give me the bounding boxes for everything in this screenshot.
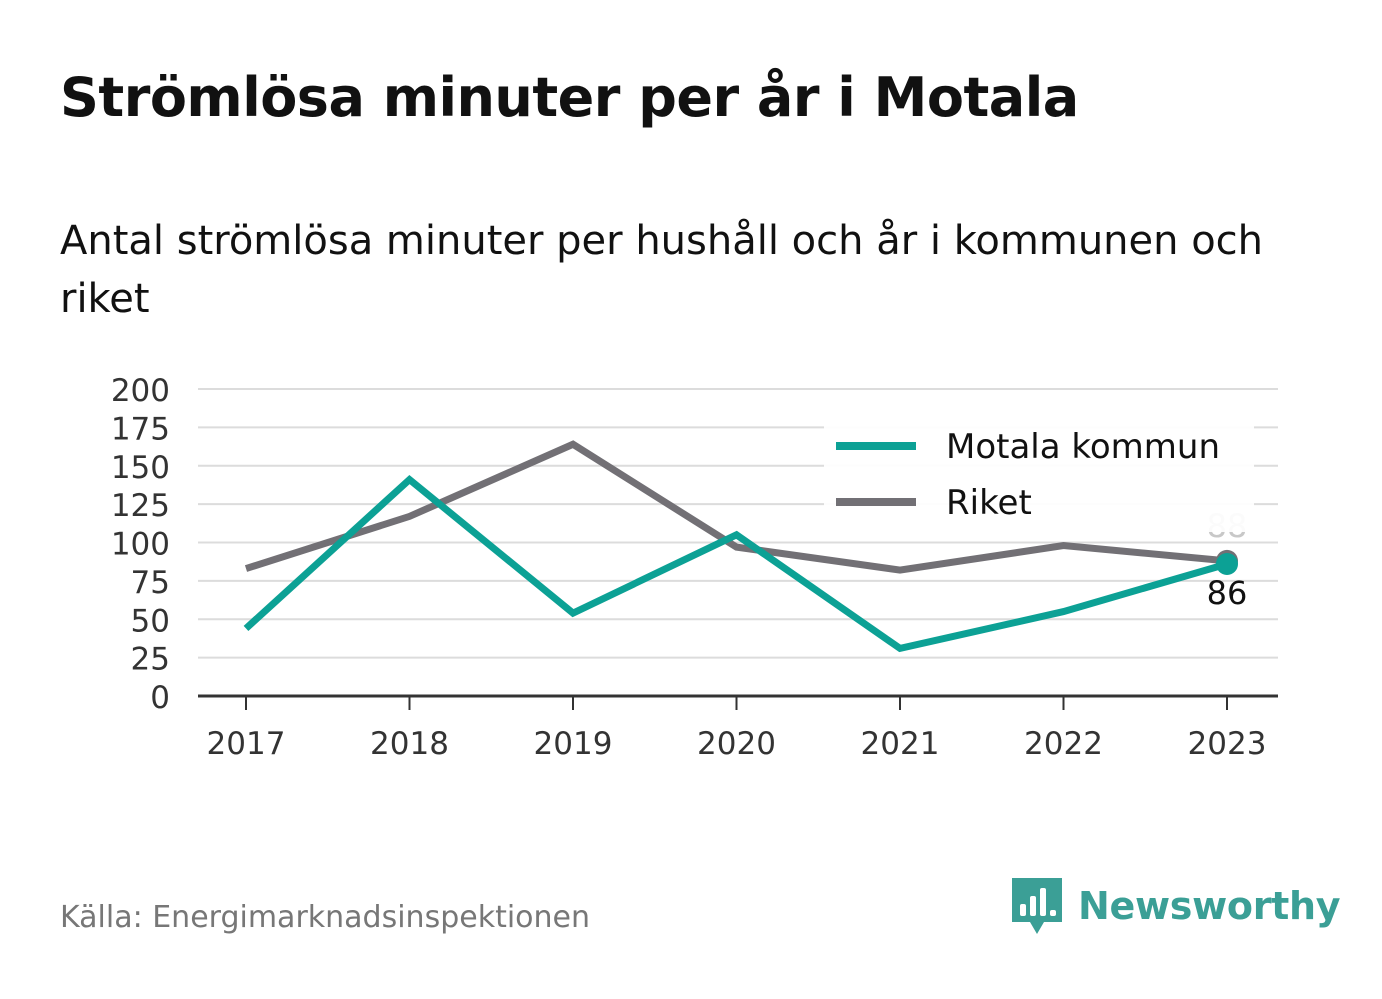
- y-tick-label: 200: [111, 373, 170, 409]
- x-tick-label: 2023: [1188, 726, 1267, 762]
- chart-subtitle: Antal strömlösa minuter per hushåll och …: [60, 218, 1264, 322]
- x-tick-label: 2022: [1024, 726, 1103, 762]
- y-tick-label: 0: [150, 680, 170, 716]
- end-point-0: [1216, 552, 1238, 575]
- y-tick-label: 25: [131, 642, 170, 678]
- y-tick-label: 125: [111, 488, 170, 524]
- y-tick-label: 100: [111, 527, 170, 563]
- y-tick-label: 75: [131, 565, 170, 601]
- x-tick-label: 2018: [370, 726, 449, 762]
- chart-title: Strömlösa minuter per år i Motala: [60, 66, 1079, 129]
- series-lines: [243, 440, 1238, 653]
- legend-box: [824, 420, 1254, 532]
- brand-logo: Newsworthy: [1010, 876, 1341, 936]
- series-line-0: [243, 474, 1228, 653]
- legend: Motala kommun Riket: [824, 420, 1254, 532]
- x-tick-label: 2020: [697, 726, 776, 762]
- brand-label: Newsworthy: [1078, 884, 1341, 928]
- x-tick-label: 2019: [534, 726, 613, 762]
- y-tick-label: 150: [111, 450, 170, 486]
- x-tick-label: 2017: [207, 726, 286, 762]
- x-axis: 2017 2018 2019 2020 2021 2022 2023: [198, 694, 1278, 762]
- end-label-0: 86: [1207, 574, 1248, 612]
- source-note: Källa: Energimarknadsinspektionen: [60, 900, 591, 935]
- x-tick-label: 2021: [861, 726, 940, 762]
- newsworthy-logo-icon: [1012, 878, 1062, 934]
- legend-label-1: Riket: [946, 483, 1032, 523]
- y-tick-label: 50: [131, 603, 170, 639]
- legend-label-0: Motala kommun: [946, 427, 1220, 467]
- y-tick-label: 175: [111, 411, 170, 447]
- series-line-1: [244, 440, 1228, 574]
